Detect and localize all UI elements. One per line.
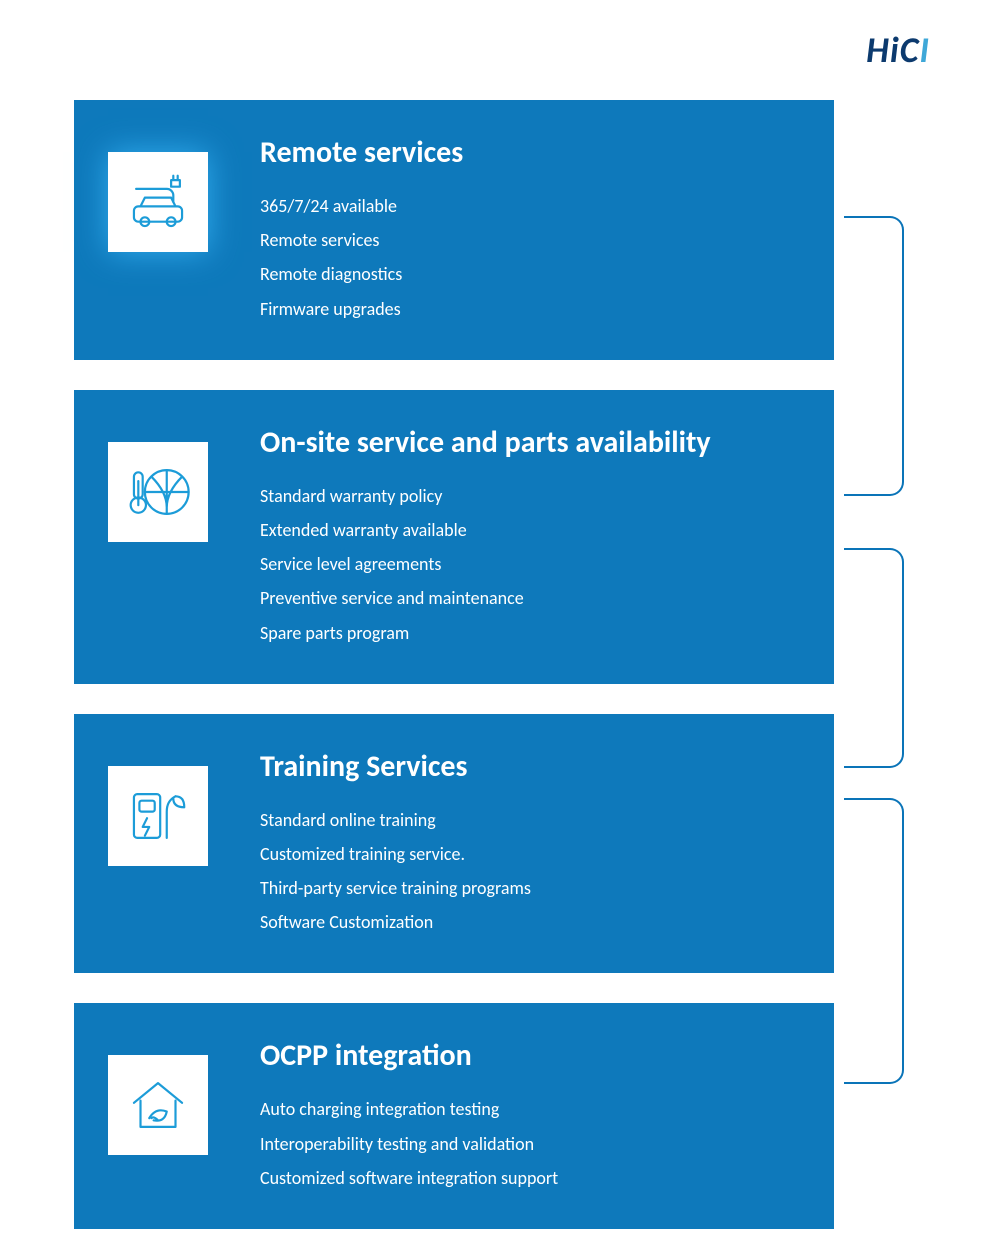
card-title: Remote services: [260, 134, 804, 171]
list-item: Remote diagnostics: [260, 257, 804, 291]
list-item: 365/7/24 available: [260, 189, 804, 223]
card-list: Standard warranty policy Extended warran…: [260, 479, 804, 650]
list-item: Service level agreements: [260, 547, 804, 581]
card-title: On-site service and parts availability: [260, 424, 804, 461]
list-item: Third-party service training programs: [260, 871, 804, 905]
list-item: Extended warranty available: [260, 513, 804, 547]
ev-car-icon: [108, 152, 208, 252]
card-list: 365/7/24 available Remote services Remot…: [260, 189, 804, 326]
list-item: Customized training service.: [260, 837, 804, 871]
brand-text: HiC: [866, 28, 919, 72]
bracket-1: [844, 216, 904, 496]
list-item: Preventive service and maintenance: [260, 581, 804, 615]
card-training-services: Training Services Standard online traini…: [74, 714, 834, 974]
card-onsite-service: On-site service and parts availability S…: [74, 390, 834, 684]
cards-container: Remote services 365/7/24 available Remot…: [74, 100, 834, 1259]
list-item: Standard warranty policy: [260, 479, 804, 513]
list-item: Software Customization: [260, 905, 804, 939]
bracket-3: [844, 798, 904, 1084]
list-item: Interoperability testing and validation: [260, 1127, 804, 1161]
card-ocpp-integration: OCPP integration Auto charging integrati…: [74, 1003, 834, 1229]
brand-text-accent: I: [919, 28, 930, 72]
globe-thermo-icon: [108, 442, 208, 542]
list-item: Spare parts program: [260, 616, 804, 650]
list-item: Firmware upgrades: [260, 292, 804, 326]
card-title: Training Services: [260, 748, 804, 785]
list-item: Auto charging integration testing: [260, 1092, 804, 1126]
charger-leaf-icon: [108, 766, 208, 866]
house-leaf-icon: [108, 1055, 208, 1155]
card-list: Standard online training Customized trai…: [260, 803, 804, 940]
brand-logo: HiCI: [866, 28, 930, 72]
card-title: OCPP integration: [260, 1037, 804, 1074]
list-item: Remote services: [260, 223, 804, 257]
list-item: Standard online training: [260, 803, 804, 837]
list-item: Customized software integration support: [260, 1161, 804, 1195]
card-remote-services: Remote services 365/7/24 available Remot…: [74, 100, 834, 360]
card-list: Auto charging integration testing Intero…: [260, 1092, 804, 1195]
bracket-2: [844, 548, 904, 768]
